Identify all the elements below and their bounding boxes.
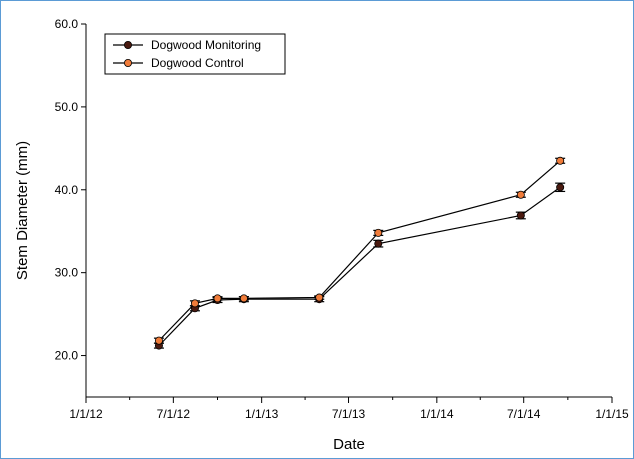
y-tick-label: 30.0 — [55, 266, 79, 280]
x-tick-label: 7/1/14 — [507, 407, 541, 421]
y-tick-label: 60.0 — [55, 17, 79, 31]
series-1 — [153, 156, 566, 345]
x-tick-label: 1/1/15 — [595, 407, 629, 421]
legend-marker — [124, 59, 133, 68]
y-axis-title: Stem Diameter (mm) — [14, 141, 31, 280]
x-tick-label: 1/1/12 — [69, 407, 103, 421]
legend-marker — [124, 41, 133, 50]
y-tick-label: 50.0 — [55, 100, 79, 114]
data-point — [374, 239, 383, 248]
axes — [85, 24, 612, 398]
y-ticks: 20.0 30.0 40.0 50.0 60.0 — [55, 17, 86, 363]
x-ticks: 1/1/12 7/1/12 1/1/13 7/1/13 1/1/14 7/1/14 1/1/… — [69, 397, 629, 421]
legend-label: Dogwood Control — [151, 56, 244, 70]
x-tick-label: 1/1/13 — [245, 407, 279, 421]
legend-item: Dogwood Control — [113, 56, 244, 70]
data-point — [190, 299, 199, 308]
data-point — [516, 211, 525, 220]
data-point — [239, 294, 248, 303]
data-point — [516, 190, 525, 199]
data-point — [556, 156, 565, 165]
series-line — [158, 160, 561, 342]
x-tick-label: 7/1/12 — [157, 407, 191, 421]
y-tick-label: 20.0 — [55, 349, 79, 363]
series-line — [158, 186, 561, 347]
data-point — [556, 183, 565, 192]
x-axis-title: Date — [333, 436, 365, 453]
y-tick-label: 40.0 — [55, 183, 79, 197]
series-0 — [153, 182, 566, 350]
legend-item: Dogwood Monitoring — [113, 38, 261, 52]
x-tick-label: 1/1/14 — [420, 407, 454, 421]
x-tick-label: 7/1/13 — [332, 407, 366, 421]
data-point — [213, 294, 222, 303]
legend-box — [104, 33, 286, 75]
data-point — [315, 293, 324, 302]
data-point — [374, 228, 383, 237]
data-point — [154, 336, 163, 345]
legend-label: Dogwood Monitoring — [151, 38, 261, 52]
legend: Dogwood Monitoring Dogwood Control — [104, 33, 286, 75]
series-layer — [153, 156, 566, 350]
